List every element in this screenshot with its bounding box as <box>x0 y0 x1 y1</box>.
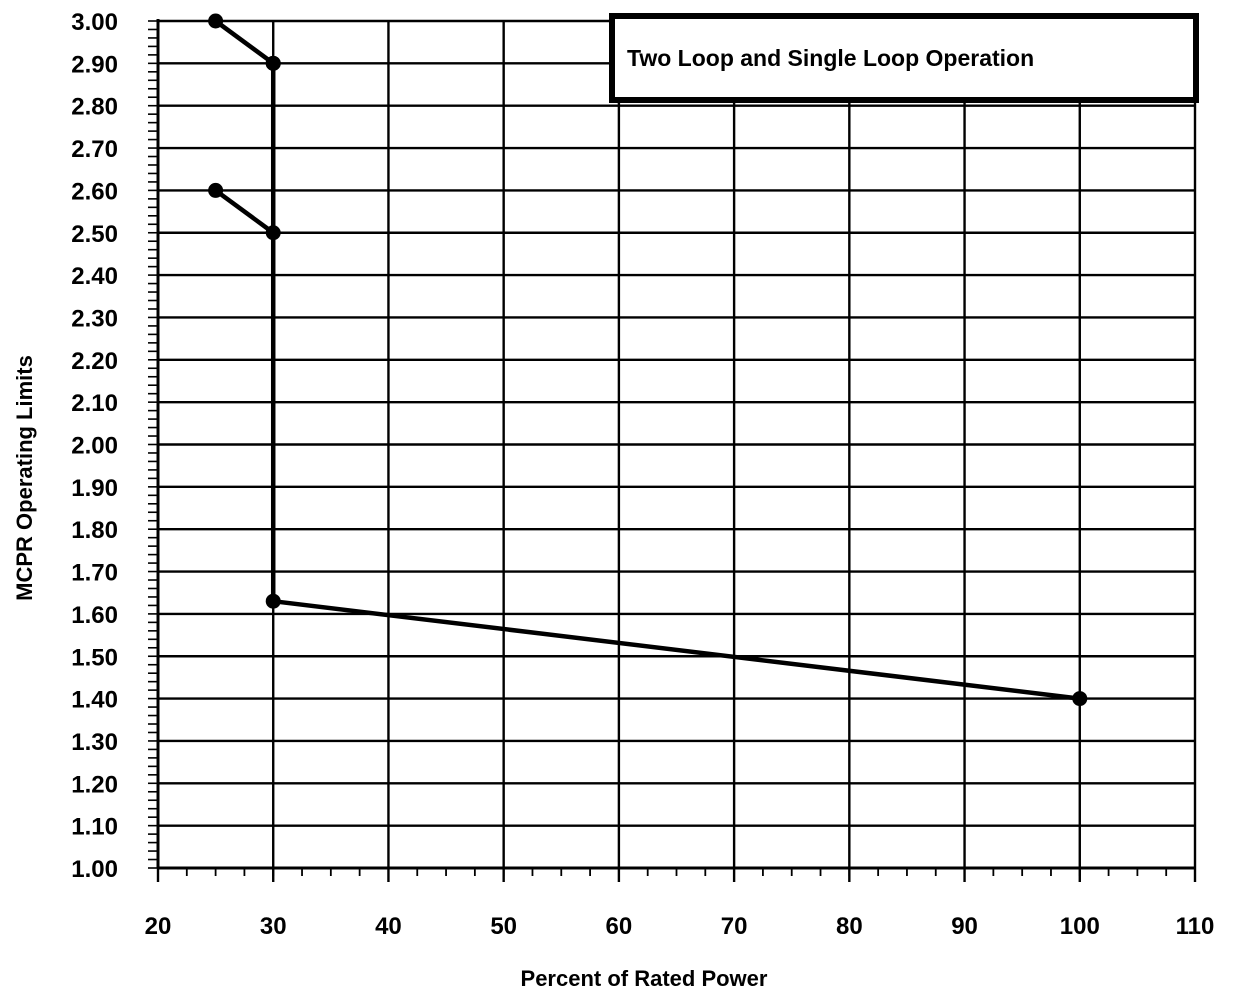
y-tick-label: 1.20 <box>71 771 118 798</box>
minor-ticks <box>148 20 1197 882</box>
x-tick-label: 50 <box>490 913 517 940</box>
x-tick-label: 70 <box>721 913 748 940</box>
y-tick-label: 2.50 <box>71 221 118 248</box>
x-tick-label: 30 <box>260 913 287 940</box>
y-tick-label: 1.10 <box>71 814 118 841</box>
y-tick-label: 1.70 <box>71 560 118 587</box>
data-point <box>265 55 281 71</box>
y-tick-label: 2.70 <box>71 136 118 163</box>
series-line <box>214 19 275 66</box>
data-point <box>208 13 224 29</box>
x-tick-label: 60 <box>606 913 633 940</box>
y-tick-label: 2.30 <box>71 305 118 332</box>
y-tick-label: 1.90 <box>71 475 118 502</box>
series <box>208 13 1088 707</box>
y-tick-label: 2.00 <box>71 433 118 460</box>
y-tick-label: 2.20 <box>71 348 118 375</box>
legend: Two Loop and Single Loop Operation <box>609 13 1199 103</box>
x-tick-label: 20 <box>145 913 172 940</box>
y-tick-label: 2.60 <box>71 178 118 205</box>
y-tick-label: 2.90 <box>71 51 118 78</box>
y-axis-label: MCPR Operating Limits <box>12 355 37 601</box>
y-tick-label: 1.50 <box>71 644 118 671</box>
y-tick-label: 1.30 <box>71 729 118 756</box>
y-tick-label: 3.00 <box>71 9 118 36</box>
y-tick-label: 1.60 <box>71 602 118 629</box>
legend-box <box>609 13 1199 103</box>
series-line <box>214 188 275 235</box>
y-tick-label: 2.80 <box>71 94 118 121</box>
x-tick-label: 80 <box>836 913 863 940</box>
y-tick-labels: 1.00 1.10 1.20 1.30 1.40 1.50 1.60 1.70 1.80 1.90… <box>71 9 118 883</box>
grid <box>156 19 1197 870</box>
y-tick-label: 1.40 <box>71 687 118 714</box>
x-axis-label: Percent of Rated Power <box>521 966 768 991</box>
legend-text: Two Loop and Single Loop Operation <box>627 45 1034 71</box>
x-tick-label: 110 <box>1176 913 1215 940</box>
x-tick-labels: 20 30 40 50 60 70 80 90 100 110 <box>145 913 1215 940</box>
x-tick-label: 100 <box>1060 913 1100 940</box>
data-point <box>1072 691 1088 707</box>
data-point <box>208 182 224 198</box>
x-tick-label: 90 <box>951 913 978 940</box>
data-point <box>265 225 281 241</box>
y-tick-label: 2.40 <box>71 263 118 290</box>
y-tick-label: 1.80 <box>71 517 118 544</box>
y-tick-label: 2.10 <box>71 390 118 417</box>
series-line <box>270 63 1081 701</box>
x-tick-label: 40 <box>375 913 402 940</box>
data-point <box>265 593 281 609</box>
y-tick-label: 1.00 <box>71 856 118 883</box>
